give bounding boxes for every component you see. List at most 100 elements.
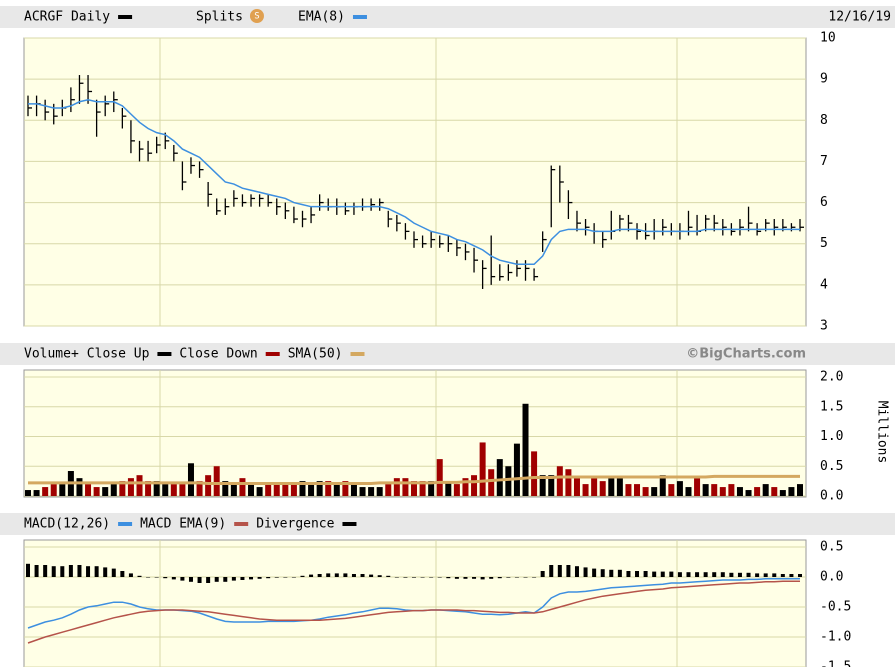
volume-bar xyxy=(445,481,452,496)
divergence-bar xyxy=(300,575,305,577)
divergence-bar xyxy=(180,577,185,581)
legend-swatch xyxy=(265,352,280,356)
y-tick-label: -1.5 xyxy=(820,660,851,667)
volume-bar xyxy=(376,487,383,496)
volume-bar xyxy=(273,484,280,496)
volume-bar xyxy=(565,469,572,496)
macd-line xyxy=(27,580,800,644)
volume-bar xyxy=(265,484,272,496)
legend-label: ACRGF Daily xyxy=(24,10,110,25)
volume-bar xyxy=(368,487,375,496)
divergence-bar xyxy=(514,577,519,578)
volume-bar xyxy=(308,484,315,496)
volume-bar xyxy=(119,481,126,496)
volume-bar xyxy=(428,481,435,496)
y-tick-label: 8 xyxy=(820,113,828,128)
divergence-bar xyxy=(549,565,554,577)
divergence-bar xyxy=(146,577,151,578)
divergence-bar xyxy=(51,566,56,577)
volume-bar xyxy=(299,481,306,496)
volume-bar xyxy=(290,484,297,496)
divergence-bar xyxy=(351,574,356,577)
divergence-bar xyxy=(120,571,125,577)
volume-bar xyxy=(556,466,563,496)
divergence-bar xyxy=(206,577,211,583)
plot-area xyxy=(23,37,807,327)
divergence-bar xyxy=(326,573,331,577)
volume-bar xyxy=(539,475,546,496)
credit: ©BigCharts.com xyxy=(686,347,806,362)
divergence-bar xyxy=(463,577,468,579)
volume-bar xyxy=(205,475,212,496)
date-grid xyxy=(159,38,678,667)
divergence-bar xyxy=(489,577,494,579)
volume-bar xyxy=(350,484,357,496)
volume-bar xyxy=(754,487,761,496)
y-tick-label: 0.5 xyxy=(820,459,843,474)
divergence-bar xyxy=(386,575,391,577)
divergence-bar xyxy=(214,577,219,582)
divergence-bar xyxy=(686,572,691,577)
divergence-bar xyxy=(437,577,442,578)
divergence-bar xyxy=(729,572,734,577)
y-tick-label: -1.0 xyxy=(820,630,851,645)
volume-bar xyxy=(745,490,752,496)
volume-bar xyxy=(145,481,152,496)
volume-bar xyxy=(402,478,409,496)
volume-bar xyxy=(25,490,31,496)
volume-bar xyxy=(222,481,229,496)
legend-label: Splits xyxy=(196,10,243,25)
ema-line xyxy=(28,98,800,266)
volume-bar xyxy=(85,484,92,496)
divergence-bar xyxy=(77,565,82,577)
divergence-bar xyxy=(163,577,168,579)
divergence-bar xyxy=(231,577,236,581)
volume-bar xyxy=(385,484,392,496)
divergence-bar xyxy=(798,574,802,577)
y-axis-label: Millions xyxy=(875,401,890,464)
volume-bar xyxy=(582,484,589,496)
legend-label: EMA(8) xyxy=(298,10,345,25)
divergence-bar xyxy=(609,569,614,577)
volume-bar xyxy=(651,487,658,496)
divergence-bar xyxy=(566,565,571,577)
volume-bar xyxy=(170,484,177,496)
divergence-bar xyxy=(592,568,597,577)
divergence-bar xyxy=(755,573,760,577)
legend-swatch xyxy=(118,15,133,19)
volume-bar xyxy=(162,484,169,496)
divergence-bar xyxy=(274,577,279,578)
legend-swatch xyxy=(157,352,172,356)
divergence-bar xyxy=(377,575,382,577)
legend-swatch xyxy=(118,522,133,526)
volume-bar xyxy=(187,463,194,496)
volume-bar xyxy=(522,403,529,496)
divergence-bar xyxy=(763,573,768,577)
divergence-bar xyxy=(737,572,742,577)
divergence-bar xyxy=(523,577,528,578)
volume-bar xyxy=(325,481,332,496)
divergence-bar xyxy=(780,574,785,577)
volume-bar xyxy=(788,487,795,496)
divergence-bar xyxy=(497,577,502,579)
volume-bar xyxy=(531,451,538,496)
volume-bar xyxy=(110,484,117,496)
volume-bar xyxy=(59,484,66,496)
volume-bar xyxy=(694,478,701,496)
divergence-bar xyxy=(472,577,477,579)
volume-bar xyxy=(316,481,323,496)
volume-bar xyxy=(625,484,632,496)
legend-label: Close Down xyxy=(179,347,257,362)
legend-swatch xyxy=(350,352,365,356)
divergence-bar xyxy=(746,572,751,577)
date: 12/16/19 xyxy=(828,10,891,25)
divergence-bar xyxy=(394,577,399,578)
legend-swatch xyxy=(342,522,357,526)
divergence-bar xyxy=(635,571,640,577)
volume-bar xyxy=(762,484,769,496)
volume-bar xyxy=(213,466,220,496)
volume-bar xyxy=(479,442,486,496)
divergence-bar xyxy=(343,573,348,577)
volume-bar xyxy=(248,484,255,496)
